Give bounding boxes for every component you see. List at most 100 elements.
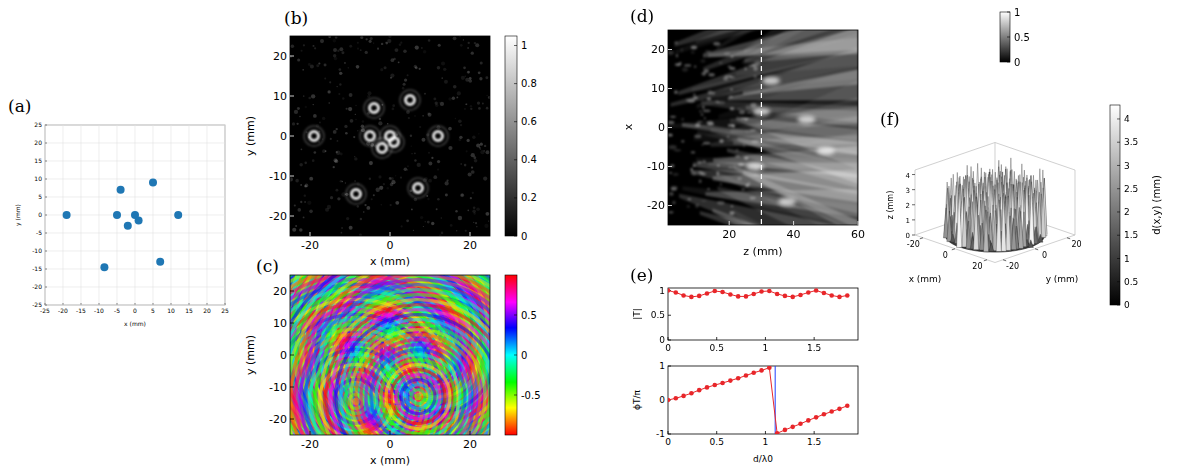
speckle [460,193,464,197]
speckle [354,156,355,157]
speckle [398,61,400,63]
point [100,263,108,271]
panel-letter: (f) [880,109,900,129]
box-edge [915,170,916,235]
colorbar-tick-label: 1 [1014,7,1020,18]
speckle [473,207,476,210]
speckle [472,209,476,213]
panel-letter: (b) [284,8,308,28]
speckle [423,50,426,53]
series-marker [837,295,842,300]
speckle [313,104,314,105]
colorbar-tick-label: 0 [1124,300,1130,310]
speckle [380,68,383,71]
speckle [736,148,739,151]
speckle [378,175,381,178]
speckle [371,198,373,200]
speckle [480,148,482,150]
colorbar-tick [1007,62,1010,63]
speckle [467,139,470,142]
speckle [707,97,712,100]
speckle [341,192,345,196]
speckle [336,86,337,87]
x-tick-label: -10 [94,307,104,314]
series-marker [783,428,788,433]
relief-spike [973,196,978,249]
speckle [336,189,339,192]
speckle [701,200,707,202]
speckle [296,123,298,125]
phase-ring [416,395,420,399]
speckle [460,163,462,165]
grid-line [45,179,225,180]
speckle [320,39,324,43]
speckle [688,99,695,103]
relief [943,158,1047,252]
y-tick [1003,260,1006,261]
speckle [750,103,756,108]
speckle [729,107,734,111]
speckle [741,118,749,120]
relief-spike [966,221,971,249]
plot-frame [290,275,490,435]
colorbar-tick [1117,235,1120,236]
speckle [407,74,409,76]
speckle [401,225,403,227]
speckle [693,165,696,167]
y-tick [45,179,47,180]
speckle [427,112,430,115]
speckle [753,75,757,79]
y-tick-label: 0.5 [651,310,665,320]
speckle [471,52,474,55]
grid-line [45,305,225,306]
speckle [477,101,480,104]
speckle [720,183,723,185]
speckle [335,36,338,39]
x-tick [858,221,859,225]
speckle [350,119,354,123]
series-marker [751,371,756,376]
colorbar-tick-label: 0.2 [521,192,537,203]
speckle [357,48,359,50]
series-marker [689,391,694,396]
focal-spot [817,147,835,155]
series-marker [822,412,827,417]
speckle [441,232,444,235]
point [117,186,125,194]
y-tick-label: 15 [34,157,42,164]
x-tick-label: 10 [167,307,175,314]
speckle [304,162,307,165]
x-tick [470,232,471,236]
speckle [453,36,457,40]
x-tick-label: -20 [58,307,68,314]
relief-spike [996,194,1001,252]
speckle [486,95,487,96]
y-tick [668,315,671,316]
colorbar-tick [514,121,517,122]
speckle [354,157,357,160]
speckle [330,196,333,199]
y-tick-label: 0 [659,395,665,405]
series-marker [751,292,756,297]
speckle [705,50,711,53]
relief-spike [957,184,962,247]
speckle [426,195,428,197]
x-tick-label: 20 [722,228,736,241]
speckle [483,176,487,180]
speckle [749,197,755,200]
series-marker [814,288,819,293]
phase-ring [290,275,490,435]
speckle [301,148,303,150]
speckle [461,194,464,197]
series-marker [775,431,780,434]
relief-spike [1006,196,1011,251]
series-marker [822,291,827,296]
y-tick [668,88,672,89]
x-axis-title: d/λ0 [753,454,773,464]
series-marker [736,376,741,381]
speckle [681,48,683,52]
y-tick [290,96,294,97]
x-tick-label: 20 [203,307,211,314]
focal-spot [797,116,815,124]
speckle [695,123,700,127]
